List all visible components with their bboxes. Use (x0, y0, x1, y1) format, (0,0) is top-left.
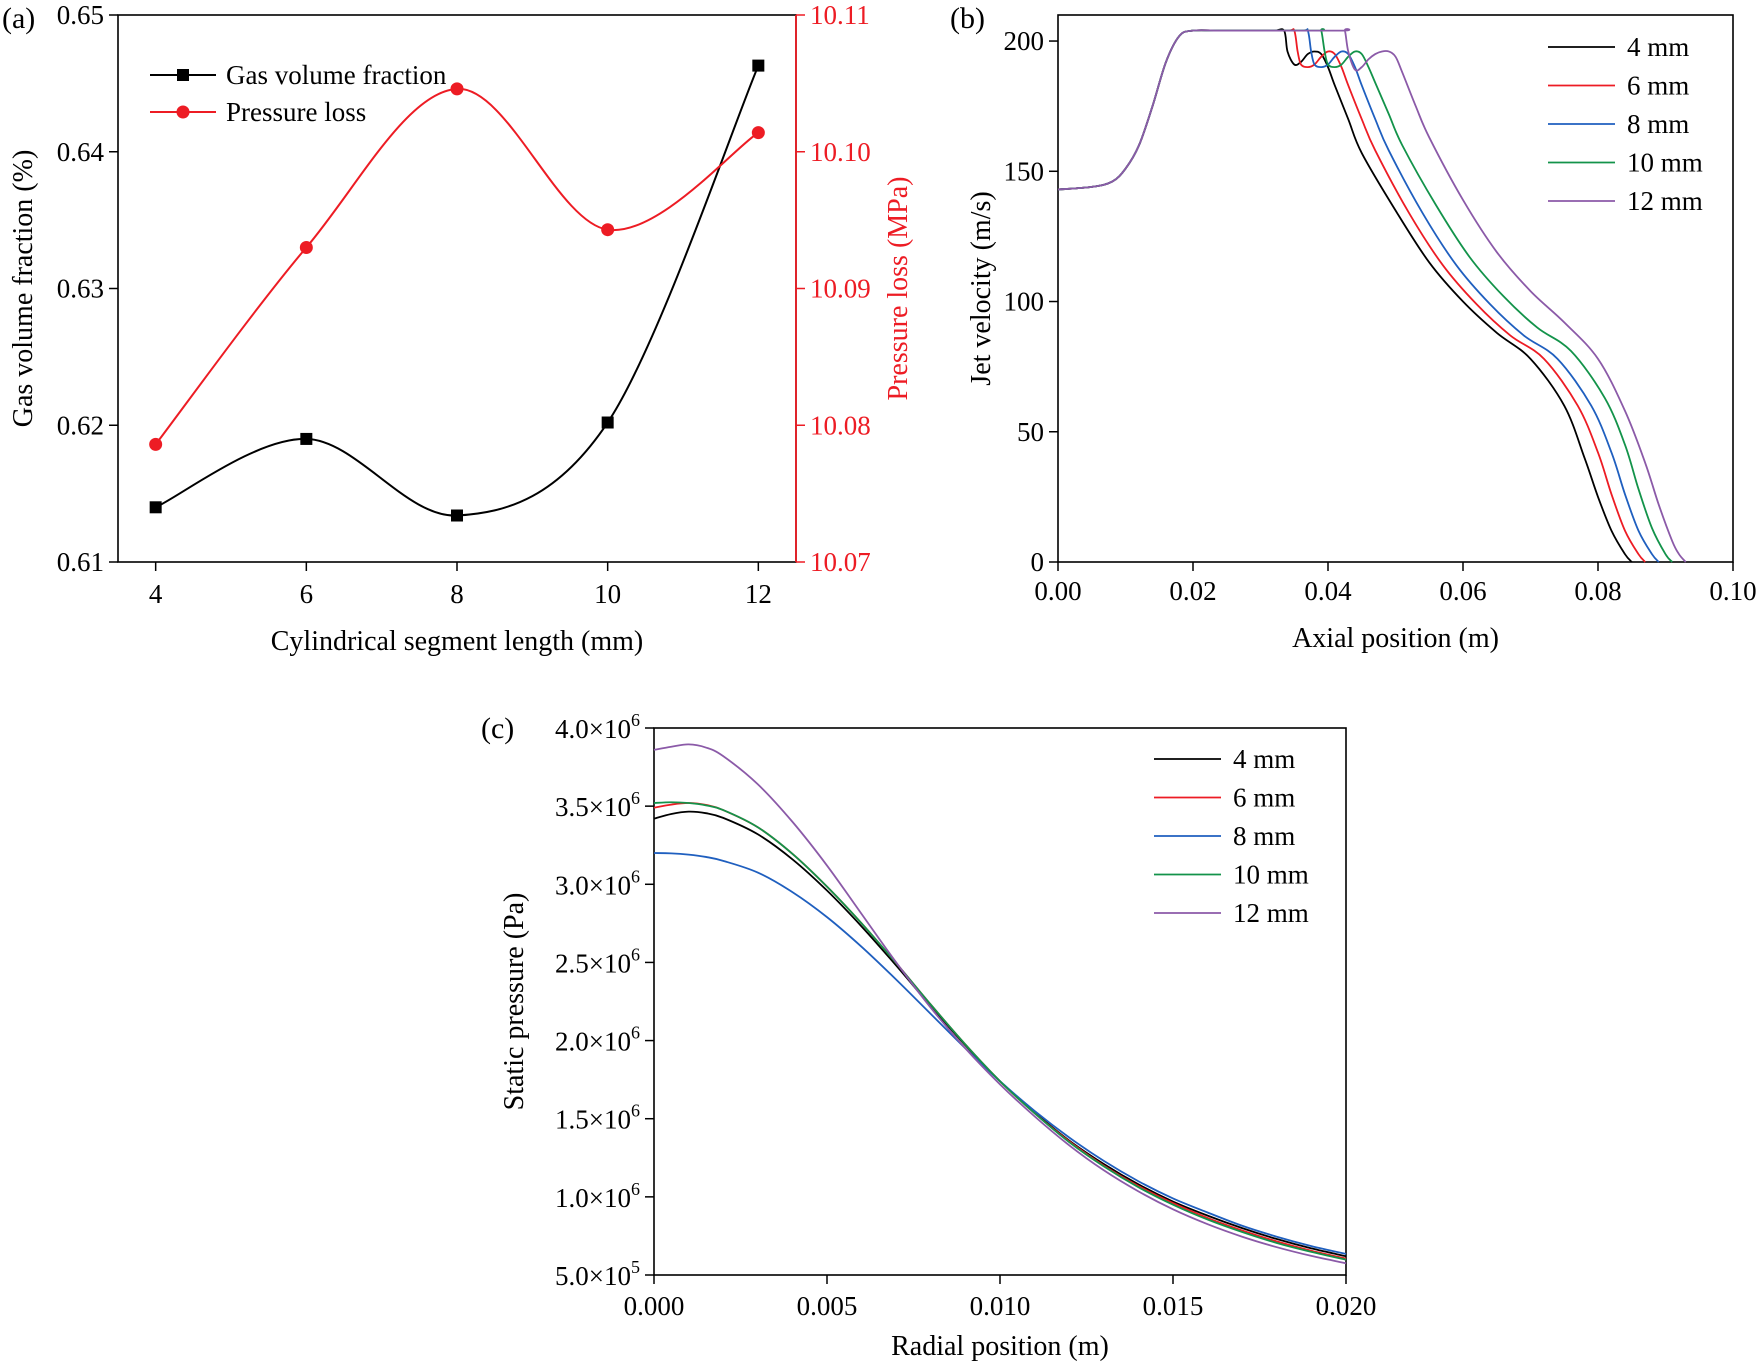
legend-label: Gas volume fraction (226, 60, 447, 90)
y-tick-label: 200 (1004, 26, 1045, 56)
x-axis-label: Cylindrical segment length (mm) (271, 626, 643, 657)
data-point-square (752, 59, 765, 72)
x-tick-label: 0.020 (1316, 1291, 1377, 1321)
x-tick-label: 10 (594, 579, 621, 609)
legend-label: 10 mm (1233, 860, 1309, 890)
data-point-square (149, 501, 162, 514)
y-right-tick-label: 10.07 (810, 547, 871, 577)
x-tick-label: 4 (149, 579, 163, 609)
panel-label: (b) (950, 2, 985, 35)
data-point-square (300, 432, 313, 445)
y-tick-label: 4.0×106 (555, 710, 640, 744)
y-right-tick-label: 10.08 (810, 410, 871, 440)
y-tick-label: 0.64 (57, 137, 105, 167)
legend-label: Pressure loss (226, 97, 366, 127)
series-line-pressure-loss (154, 87, 759, 446)
y-tick-label: 1.5×106 (555, 1101, 640, 1135)
panel-c: (c) 0.000 0.005 0.010 0.015 0.020 5.0×105 1.0×1… (481, 710, 1376, 1362)
data-point-circle (601, 223, 615, 237)
x-tick-label: 0.10 (1709, 576, 1756, 606)
y-tick-label: 0.65 (57, 0, 104, 30)
data-point-square (601, 416, 614, 429)
y-tick-label: 50 (1017, 417, 1044, 447)
y-tick-label: 5.0×105 (555, 1257, 640, 1291)
x-tick-label: 0.02 (1169, 576, 1216, 606)
data-point-circle (149, 437, 163, 451)
data-point-circle (751, 126, 765, 140)
x-axis-label: Radial position (m) (891, 1331, 1109, 1362)
x-tick-label: 0.010 (970, 1291, 1031, 1321)
plot-frame (117, 14, 797, 563)
legend-marker (177, 69, 189, 81)
legend-marker (176, 105, 190, 119)
x-tick-label: 0.00 (1034, 576, 1081, 606)
data-point-circle (450, 82, 464, 96)
y-tick-label: 2.0×106 (555, 1023, 640, 1057)
series-line-12-mm (653, 743, 1347, 1265)
y-tick-label: 1.0×106 (555, 1179, 640, 1213)
series-line-12-mm (1057, 28, 1687, 563)
panel-label: (a) (2, 2, 35, 35)
y-tick-label: 0.62 (57, 410, 104, 440)
y-tick-label: 100 (1004, 287, 1045, 317)
y-tick-label: 0.61 (57, 547, 104, 577)
series-line-10-mm (1057, 28, 1673, 563)
legend-label: 6 mm (1627, 71, 1689, 101)
data-point-circle (299, 240, 313, 254)
y-tick-label: 0.63 (57, 274, 104, 304)
x-tick-label: 12 (745, 579, 772, 609)
x-tick-label: 0.005 (797, 1291, 858, 1321)
legend-label: 6 mm (1233, 783, 1295, 813)
y-axis-label: Gas volume fraction (%) (8, 150, 39, 428)
legend-label: 4 mm (1627, 32, 1689, 62)
y-tick-label: 3.0×106 (555, 866, 640, 900)
y-tick-label: 0 (1031, 547, 1045, 577)
y-right-axis-label: Pressure loss (MPa) (883, 177, 914, 401)
series-line-6-mm (1057, 28, 1646, 563)
x-tick-label: 6 (300, 579, 314, 609)
y-right-tick-label: 10.11 (810, 0, 870, 30)
series-line-4-mm (1057, 28, 1633, 563)
y-right-tick-label: 10.10 (810, 137, 871, 167)
x-tick-label: 0.015 (1143, 1291, 1204, 1321)
legend-label: 10 mm (1627, 148, 1703, 178)
x-tick-label: 0.04 (1304, 576, 1352, 606)
x-tick-label: 0.08 (1574, 576, 1621, 606)
x-tick-label: 8 (450, 579, 464, 609)
panel-label: (c) (481, 712, 514, 745)
legend-label: 8 mm (1233, 821, 1295, 851)
panel-a: (a) 4 6 8 10 12 0.61 0.62 0.63 0.64 0.65 10.07 10.08… (2, 0, 914, 657)
series-line-gas-volume-fraction (155, 65, 760, 517)
y-tick-label: 3.5×106 (555, 788, 640, 822)
y-tick-label: 2.5×106 (555, 944, 640, 978)
legend-label: 12 mm (1233, 898, 1309, 928)
legend-label: 8 mm (1627, 109, 1689, 139)
plot-frame (1057, 14, 1734, 563)
x-tick-label: 0.000 (624, 1291, 685, 1321)
series-line-10-mm (653, 801, 1347, 1261)
y-axis-label: Static pressure (Pa) (499, 893, 530, 1111)
x-axis-label: Axial position (m) (1292, 623, 1499, 654)
y-axis-label: Jet velocity (m/s) (966, 191, 997, 385)
panel-b: (b) 0.00 0.02 0.04 0.06 0.08 0.10 0 50 100 150 200 A… (950, 2, 1757, 654)
data-point-square (451, 509, 463, 522)
x-tick-label: 0.06 (1439, 576, 1486, 606)
y-right-tick-label: 10.09 (810, 274, 871, 304)
y-tick-label: 150 (1004, 156, 1045, 186)
legend-label: 12 mm (1627, 186, 1703, 216)
legend-label: 4 mm (1233, 744, 1295, 774)
